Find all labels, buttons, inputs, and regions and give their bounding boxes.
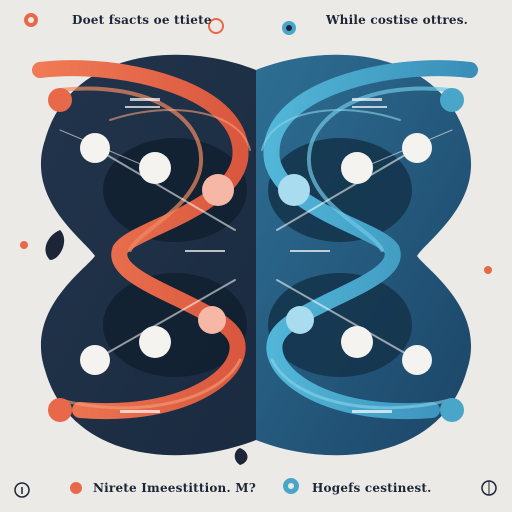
info-circle-icon: [14, 482, 30, 498]
coral-ribbon: [32, 60, 251, 420]
coral-dot-icon: [24, 13, 38, 27]
spheres: [80, 133, 432, 375]
teal-dot-icon: [282, 21, 296, 35]
coral-ring-icon: [208, 18, 224, 34]
bottom-teal-dot-icon: [283, 478, 299, 494]
inner-loops: [103, 138, 412, 377]
bottom-coral-dot-icon: [70, 482, 82, 494]
ink-drop-icon: [45, 230, 248, 465]
coral-splash-icon: [20, 241, 492, 274]
teal-ribbon: [261, 60, 478, 420]
dot-texture: [120, 98, 392, 413]
light-beams: [59, 129, 453, 361]
caption-top-left: Doet fsacts oe ttiete: [72, 13, 212, 27]
ribbon-end-orbs: [48, 88, 464, 422]
caption-bottom-left: Nirete Imeestittion. M?: [93, 481, 256, 495]
caption-top-right: While costise ottres.: [326, 13, 469, 27]
caption-bottom-right: Hogefs cestinest.: [312, 481, 432, 495]
peace-sign-icon: [481, 480, 497, 496]
